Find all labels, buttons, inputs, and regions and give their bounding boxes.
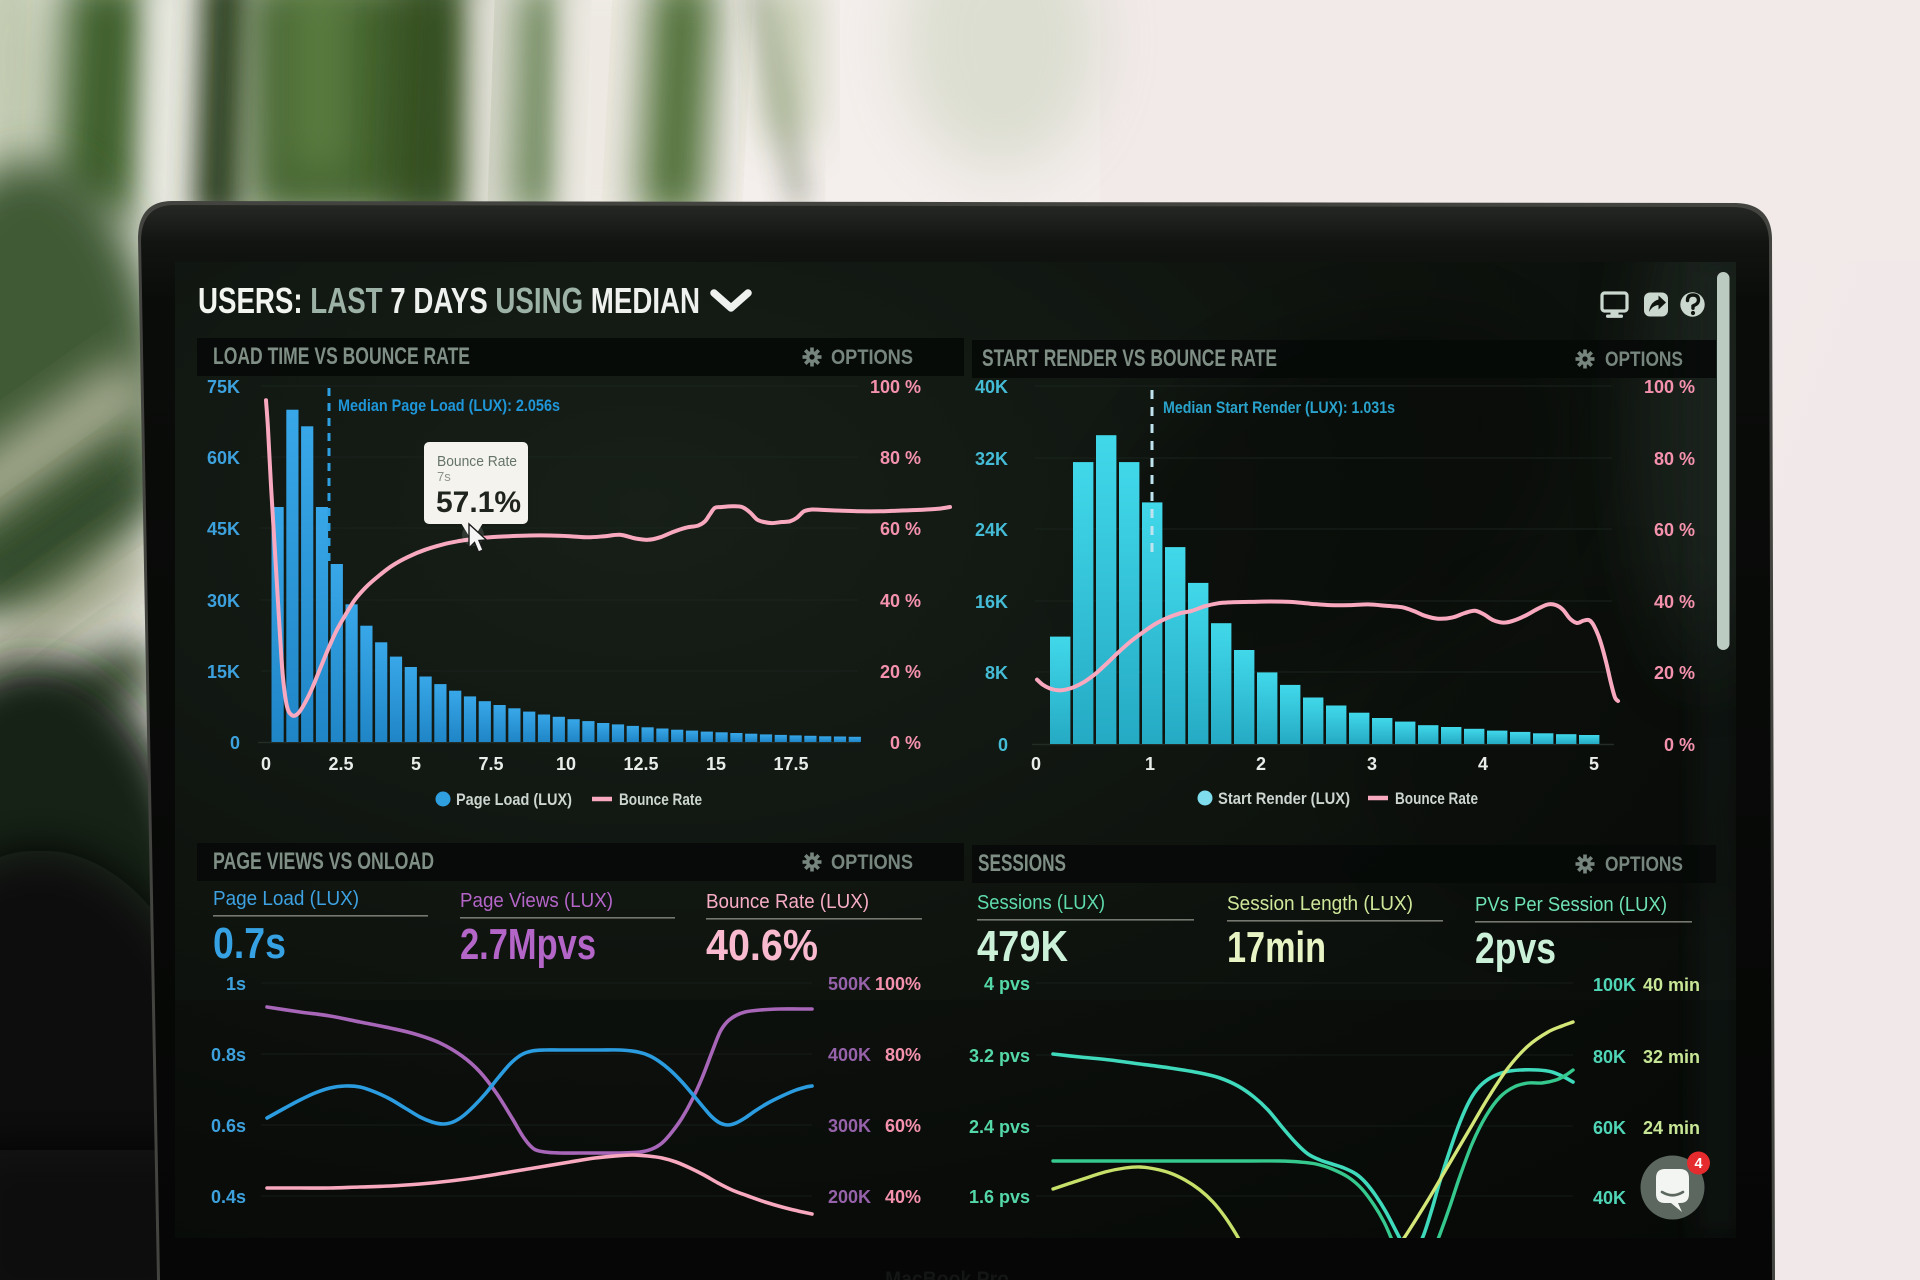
svg-text:40 min: 40 min (1643, 975, 1700, 995)
svg-text:75K: 75K (207, 377, 240, 397)
svg-text:LOAD TIME VS BOUNCE RATE: LOAD TIME VS BOUNCE RATE (213, 343, 470, 370)
svg-text:2.4 pvs: 2.4 pvs (969, 1117, 1030, 1137)
svg-text:USERS: LAST 7 DAYS USING MEDIA: USERS: LAST 7 DAYS USING MEDIAN (198, 280, 700, 321)
svg-text:Page Views (LUX): Page Views (LUX) (460, 890, 613, 912)
svg-text:100K: 100K (1593, 975, 1636, 995)
svg-text:0: 0 (261, 754, 271, 774)
svg-text:SESSIONS: SESSIONS (978, 850, 1066, 877)
svg-text:0.4s: 0.4s (211, 1187, 246, 1207)
svg-text:40.6%: 40.6% (706, 921, 818, 970)
svg-text:80K: 80K (1593, 1047, 1626, 1067)
svg-text:Bounce Rate (LUX): Bounce Rate (LUX) (706, 891, 869, 913)
svg-text:100%: 100% (875, 974, 921, 994)
svg-text:8K: 8K (985, 663, 1008, 683)
svg-text:30K: 30K (207, 591, 240, 611)
svg-text:15: 15 (706, 754, 726, 774)
svg-text:24K: 24K (975, 520, 1008, 540)
svg-text:32 min: 32 min (1643, 1047, 1700, 1067)
svg-text:1: 1 (1145, 754, 1155, 774)
svg-text:300K: 300K (828, 1116, 871, 1136)
svg-text:60K: 60K (207, 448, 240, 468)
svg-text:0.8s: 0.8s (211, 1045, 246, 1065)
svg-text:1.6 pvs: 1.6 pvs (969, 1187, 1030, 1207)
svg-text:60%: 60% (885, 1116, 921, 1136)
svg-text:60 %: 60 % (1654, 520, 1695, 540)
svg-text:0: 0 (998, 735, 1008, 755)
svg-text:OPTIONS: OPTIONS (1605, 348, 1683, 371)
svg-text:Sessions (LUX): Sessions (LUX) (977, 892, 1105, 914)
svg-text:20 %: 20 % (1654, 663, 1695, 683)
svg-text:Session Length (LUX): Session Length (LUX) (1227, 893, 1413, 915)
svg-text:40 %: 40 % (1654, 592, 1695, 612)
svg-text:15K: 15K (207, 662, 240, 682)
svg-text:2.7Mpvs: 2.7Mpvs (460, 920, 596, 969)
svg-text:40%: 40% (885, 1187, 921, 1207)
svg-text:PVs Per Session (LUX): PVs Per Session (LUX) (1475, 894, 1667, 916)
svg-text:40K: 40K (975, 377, 1008, 397)
svg-text:Median Page Load (LUX): 2.056s: Median Page Load (LUX): 2.056s (338, 396, 560, 415)
svg-text:START RENDER VS BOUNCE RATE: START RENDER VS BOUNCE RATE (982, 345, 1277, 372)
svg-text:200K: 200K (828, 1187, 871, 1207)
svg-text:7s: 7s (437, 469, 451, 484)
svg-text:4 pvs: 4 pvs (984, 974, 1030, 994)
svg-text:0: 0 (230, 733, 240, 753)
svg-text:80 %: 80 % (880, 448, 921, 468)
svg-text:PAGE VIEWS VS ONLOAD: PAGE VIEWS VS ONLOAD (213, 848, 434, 875)
svg-text:479K: 479K (977, 922, 1068, 971)
svg-text:2.5: 2.5 (328, 754, 353, 774)
svg-text:500K: 500K (828, 974, 871, 994)
svg-text:17.5: 17.5 (773, 754, 808, 774)
svg-text:Page Load (LUX): Page Load (LUX) (456, 790, 572, 809)
svg-text:4: 4 (1478, 754, 1488, 774)
svg-text:0: 0 (1031, 754, 1041, 774)
svg-text:Start Render (LUX): Start Render (LUX) (1218, 789, 1350, 808)
svg-text:10: 10 (556, 754, 576, 774)
svg-text:OPTIONS: OPTIONS (831, 851, 913, 874)
svg-text:OPTIONS: OPTIONS (1605, 853, 1683, 876)
svg-text:Bounce Rate: Bounce Rate (1395, 789, 1478, 808)
svg-text:Page Load (LUX): Page Load (LUX) (213, 888, 359, 910)
svg-text:100 %: 100 % (1644, 377, 1695, 397)
svg-text:32K: 32K (975, 449, 1008, 469)
svg-text:24 min: 24 min (1643, 1118, 1700, 1138)
svg-text:MacBook Pro: MacBook Pro (885, 1268, 1009, 1280)
svg-text:57.1%: 57.1% (436, 486, 521, 519)
svg-text:80%: 80% (885, 1045, 921, 1065)
svg-text:0 %: 0 % (890, 733, 921, 753)
svg-text:80 %: 80 % (1654, 449, 1695, 469)
svg-text:16K: 16K (975, 592, 1008, 612)
svg-text:12.5: 12.5 (623, 754, 658, 774)
svg-text:60 %: 60 % (880, 519, 921, 539)
svg-text:3.2 pvs: 3.2 pvs (969, 1046, 1030, 1066)
svg-text:45K: 45K (207, 519, 240, 539)
svg-text:4: 4 (1694, 1156, 1702, 1172)
svg-text:40 %: 40 % (880, 591, 921, 611)
svg-text:3: 3 (1367, 754, 1377, 774)
svg-text:100 %: 100 % (870, 377, 921, 397)
svg-text:1s: 1s (226, 974, 246, 994)
svg-text:60K: 60K (1593, 1118, 1626, 1138)
svg-text:400K: 400K (828, 1045, 871, 1065)
svg-text:7.5: 7.5 (478, 754, 503, 774)
svg-text:0.7s: 0.7s (213, 919, 286, 968)
svg-text:40K: 40K (1593, 1188, 1626, 1208)
svg-text:5: 5 (411, 754, 421, 774)
svg-text:5: 5 (1589, 754, 1599, 774)
svg-text:0 %: 0 % (1664, 735, 1695, 755)
svg-text:17min: 17min (1227, 923, 1326, 972)
svg-text:0.6s: 0.6s (211, 1116, 246, 1136)
svg-text:2pvs: 2pvs (1475, 924, 1556, 973)
svg-text:2: 2 (1256, 754, 1266, 774)
svg-text:Bounce Rate: Bounce Rate (619, 790, 702, 809)
svg-text:OPTIONS: OPTIONS (831, 346, 913, 369)
svg-text:Bounce Rate: Bounce Rate (437, 453, 517, 470)
svg-text:20 %: 20 % (880, 662, 921, 682)
svg-text:Median Start Render (LUX): 1.0: Median Start Render (LUX): 1.031s (1163, 398, 1395, 417)
